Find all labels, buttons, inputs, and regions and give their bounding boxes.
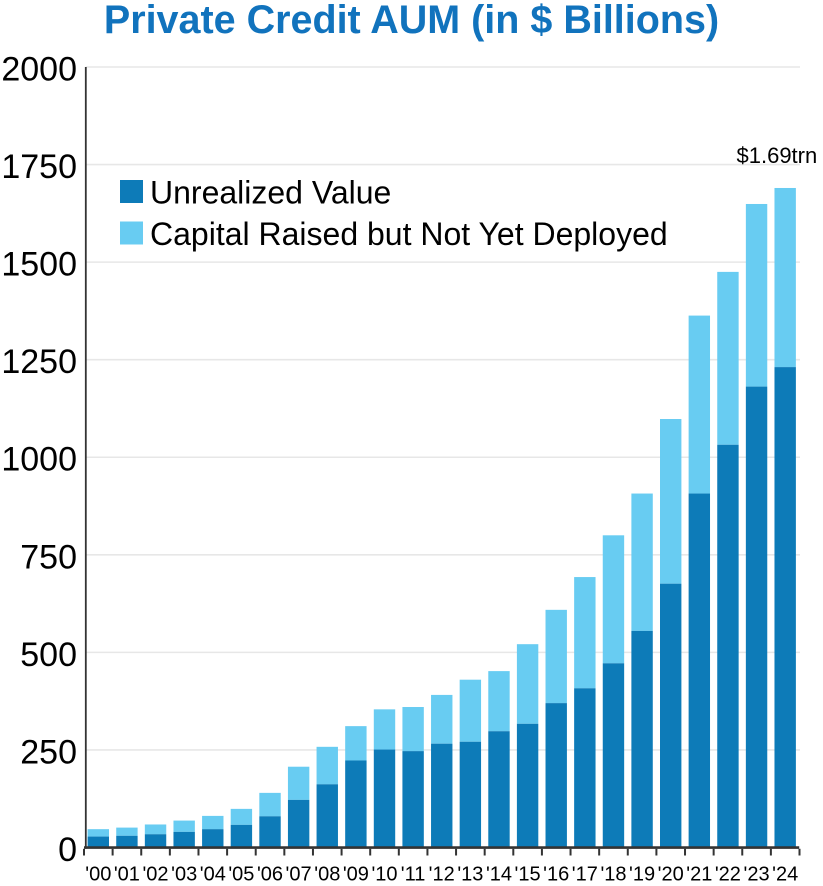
svg-text:'01: '01: [114, 864, 140, 886]
svg-text:'02: '02: [142, 864, 168, 886]
svg-text:1250: 1250: [1, 343, 77, 381]
svg-text:'16: '16: [543, 864, 569, 886]
svg-text:'13: '13: [457, 864, 483, 886]
svg-text:'07: '07: [286, 864, 312, 886]
svg-text:1750: 1750: [1, 148, 77, 186]
svg-text:'04: '04: [200, 864, 226, 886]
svg-text:'06: '06: [257, 864, 283, 886]
svg-text:500: 500: [20, 636, 77, 674]
svg-text:'14: '14: [486, 864, 512, 886]
svg-text:1500: 1500: [1, 246, 77, 284]
svg-text:1000: 1000: [1, 441, 77, 479]
svg-text:$1.69trn: $1.69trn: [737, 143, 818, 168]
svg-text:'22: '22: [715, 864, 741, 886]
svg-text:250: 250: [20, 733, 77, 771]
svg-text:Unrealized Value: Unrealized Value: [150, 175, 391, 211]
svg-text:'05: '05: [228, 864, 254, 886]
svg-text:'23: '23: [744, 864, 770, 886]
svg-text:0: 0: [58, 831, 77, 869]
svg-text:'18: '18: [600, 864, 626, 886]
svg-text:2000: 2000: [1, 51, 77, 89]
svg-text:'11: '11: [401, 864, 426, 886]
svg-text:750: 750: [20, 538, 77, 576]
svg-text:'17: '17: [572, 864, 598, 886]
svg-text:'08: '08: [314, 864, 340, 886]
svg-text:'00: '00: [85, 864, 111, 886]
svg-text:'19: '19: [629, 864, 655, 886]
svg-text:Private Credit AUM (in $ Billi: Private Credit AUM (in $ Billions): [104, 0, 719, 42]
svg-text:'24: '24: [772, 864, 798, 886]
svg-text:Capital Raised but Not Yet Dep: Capital Raised but Not Yet Deployed: [150, 216, 668, 252]
svg-text:'03: '03: [171, 864, 197, 886]
svg-text:'21: '21: [686, 864, 712, 886]
svg-text:'15: '15: [515, 864, 541, 886]
svg-text:'20: '20: [658, 864, 684, 886]
svg-text:'09: '09: [343, 864, 369, 886]
svg-text:'10: '10: [371, 864, 397, 886]
svg-text:'12: '12: [429, 864, 455, 886]
